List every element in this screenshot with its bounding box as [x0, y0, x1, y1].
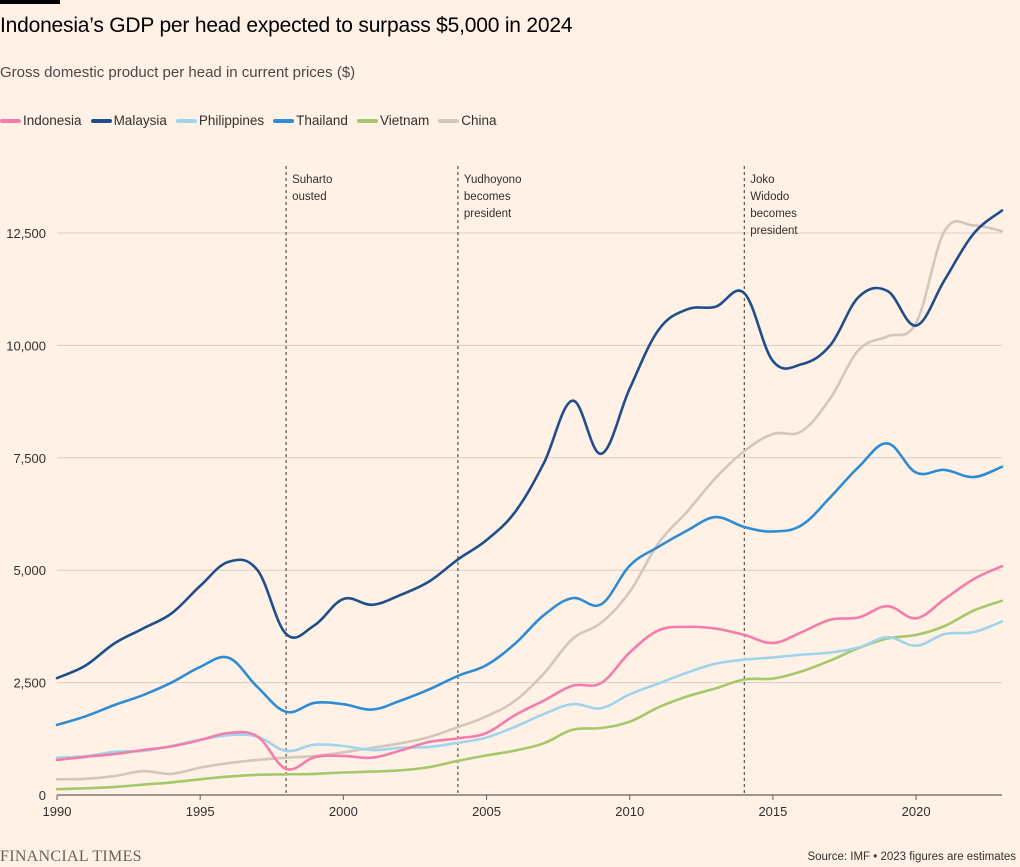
- x-tick-label: 2010: [615, 804, 644, 819]
- source-note: Source: IMF • 2023 figures are estimates: [807, 851, 1016, 863]
- y-tick-label: 5,000: [13, 563, 46, 578]
- x-tick-label: 1990: [43, 804, 72, 819]
- legend-item-thailand: Thailand: [273, 113, 348, 128]
- event-label: Widodo: [750, 191, 789, 203]
- legend-label: Vietnam: [379, 113, 430, 128]
- x-tick-label: 1995: [186, 804, 215, 819]
- ft-logo: FINANCIAL TIMES: [0, 848, 142, 865]
- legend-swatch: [273, 118, 295, 123]
- legend-swatch: [438, 118, 460, 123]
- legend-label: Indonesia: [23, 113, 82, 128]
- brand-bar: [0, 0, 60, 4]
- x-tick-label: 2005: [472, 804, 501, 819]
- x-tick-label: 2020: [902, 804, 931, 819]
- line-chart: 0 2,500 5,000 7,500 10,000 12,500 1990 1995 2000…: [6, 166, 1004, 819]
- y-tick-label: 0: [39, 788, 46, 803]
- legend-item-indonesia: Indonesia: [0, 113, 82, 128]
- event-label: Suharto: [292, 174, 332, 186]
- legend-label: Malaysia: [113, 113, 167, 128]
- chart-legend: Indonesia Malaysia Philippines Thailand Viet…: [0, 113, 506, 128]
- y-tick-label: 7,500: [13, 451, 46, 466]
- series-line-malaysia: [55, 209, 1004, 680]
- chart-title: Indonesia’s GDP per head expected to sur…: [0, 14, 573, 37]
- series-line-china: [55, 220, 1004, 781]
- event-label: Joko: [750, 174, 774, 186]
- legend-swatch: [356, 118, 378, 123]
- legend-swatch: [175, 118, 197, 123]
- event-label: becomes: [750, 208, 797, 220]
- event-label: becomes: [464, 191, 511, 203]
- legend-label: Philippines: [198, 113, 265, 128]
- chart-subtitle: Gross domestic product per head in curre…: [0, 64, 356, 81]
- y-tick-label: 2,500: [13, 676, 46, 691]
- y-tick-label: 10,000: [6, 338, 46, 353]
- event-label: ousted: [292, 191, 327, 203]
- legend-item-vietnam: Vietnam: [356, 113, 430, 128]
- event-label: president: [464, 208, 512, 220]
- x-tick-label: 2000: [329, 804, 358, 819]
- legend-item-china: China: [438, 113, 497, 128]
- y-tick-label: 12,500: [6, 226, 46, 241]
- event-label: Yudhoyono: [464, 174, 522, 186]
- legend-item-malaysia: Malaysia: [90, 113, 167, 128]
- series-line-vietnam: [55, 599, 1004, 791]
- legend-label: China: [461, 113, 497, 128]
- event-label: president: [750, 225, 798, 237]
- legend-item-philippines: Philippines: [175, 113, 265, 128]
- x-tick-label: 2015: [758, 804, 787, 819]
- series-line-indonesia: [55, 564, 1004, 771]
- series-line-thailand: [55, 442, 1004, 727]
- legend-label: Thailand: [296, 113, 348, 128]
- legend-swatch: [90, 118, 112, 123]
- legend-swatch: [0, 118, 21, 123]
